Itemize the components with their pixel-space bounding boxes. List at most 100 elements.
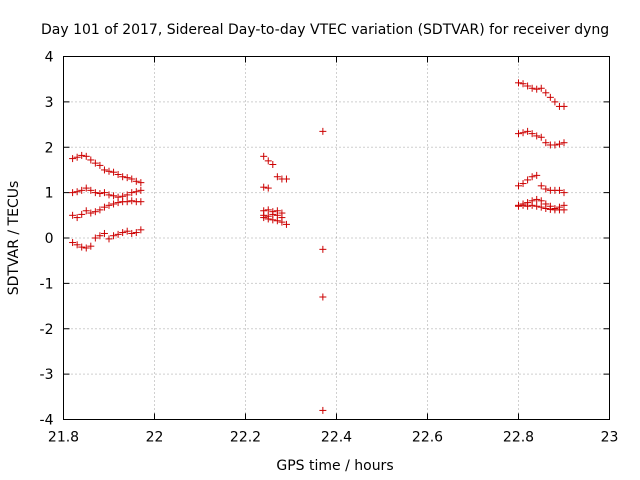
data-point bbox=[114, 170, 122, 178]
data-point bbox=[69, 211, 77, 219]
data-point bbox=[537, 197, 545, 205]
data-point bbox=[69, 189, 77, 197]
data-point bbox=[105, 191, 113, 199]
data-point bbox=[560, 102, 568, 110]
data-point bbox=[123, 227, 131, 235]
data-point bbox=[515, 202, 522, 210]
data-point bbox=[123, 191, 131, 199]
data-point bbox=[533, 85, 541, 93]
data-point bbox=[110, 200, 118, 208]
data-point bbox=[533, 132, 541, 140]
data-point bbox=[132, 229, 140, 237]
data-point bbox=[128, 175, 136, 183]
data-point bbox=[96, 206, 104, 214]
data-point bbox=[524, 82, 532, 90]
data-point bbox=[537, 203, 545, 211]
data-point bbox=[132, 188, 140, 196]
data-point bbox=[555, 140, 563, 148]
data-point bbox=[100, 203, 108, 211]
data-point bbox=[278, 218, 286, 226]
data-point bbox=[269, 160, 277, 168]
data-point bbox=[100, 229, 108, 237]
data-point bbox=[319, 293, 327, 301]
data-point bbox=[100, 189, 108, 197]
data-point bbox=[273, 217, 281, 225]
data-point bbox=[260, 152, 268, 160]
data-point bbox=[73, 214, 81, 222]
data-point bbox=[260, 183, 268, 191]
data-point bbox=[533, 171, 541, 179]
data-point bbox=[110, 232, 118, 240]
data-point bbox=[515, 130, 522, 138]
data-point bbox=[110, 168, 118, 176]
y-tick-label: 2 bbox=[45, 140, 54, 156]
data-point bbox=[91, 234, 99, 242]
data-point bbox=[82, 244, 90, 252]
plot-frame bbox=[63, 56, 610, 420]
data-point bbox=[137, 198, 145, 206]
data-point bbox=[560, 139, 568, 147]
data-point bbox=[560, 189, 568, 197]
x-tick-label: 22.4 bbox=[321, 430, 352, 446]
data-point bbox=[515, 79, 522, 87]
data-point bbox=[78, 186, 86, 194]
data-point bbox=[87, 186, 95, 194]
data-point bbox=[537, 84, 545, 92]
data-point bbox=[519, 180, 527, 188]
y-tick-label: -2 bbox=[40, 322, 54, 338]
data-point bbox=[528, 130, 536, 138]
x-tick-label: 22.8 bbox=[503, 430, 534, 446]
data-point bbox=[524, 127, 532, 135]
data-point bbox=[264, 215, 272, 223]
data-point bbox=[119, 173, 127, 181]
x-tick-label: 22.6 bbox=[412, 430, 443, 446]
x-tick-label: 22 bbox=[146, 430, 164, 446]
data-point bbox=[96, 232, 104, 240]
data-point bbox=[537, 182, 545, 190]
data-point bbox=[533, 195, 541, 203]
y-tick-label: 0 bbox=[45, 231, 54, 247]
data-point bbox=[546, 93, 554, 101]
data-point bbox=[82, 207, 90, 215]
data-point bbox=[119, 229, 127, 237]
data-point bbox=[105, 201, 113, 209]
data-point bbox=[78, 243, 86, 251]
x-axis-label: GPS time / hours bbox=[276, 458, 393, 474]
data-point bbox=[519, 80, 527, 88]
data-point bbox=[551, 98, 559, 106]
data-point bbox=[519, 201, 527, 209]
data-point bbox=[560, 206, 568, 214]
data-point bbox=[87, 156, 95, 164]
data-point bbox=[542, 185, 550, 193]
data-point bbox=[260, 214, 268, 222]
data-point bbox=[128, 189, 136, 197]
data-point bbox=[319, 406, 327, 414]
y-tick-label: -1 bbox=[40, 276, 54, 292]
data-point bbox=[137, 179, 145, 187]
data-point bbox=[128, 197, 136, 205]
data-point bbox=[82, 152, 90, 160]
data-point bbox=[528, 173, 536, 181]
y-tick-label: 4 bbox=[45, 50, 54, 66]
data-point bbox=[542, 205, 550, 213]
data-point bbox=[515, 182, 522, 190]
data-point bbox=[524, 202, 532, 210]
data-point bbox=[282, 175, 290, 183]
data-point bbox=[110, 192, 118, 200]
data-point bbox=[96, 190, 104, 198]
data-point bbox=[82, 184, 90, 192]
data-point bbox=[91, 159, 99, 167]
data-point bbox=[69, 155, 77, 163]
y-tick-label: -3 bbox=[40, 367, 54, 383]
data-point bbox=[137, 226, 145, 234]
data-point bbox=[123, 174, 131, 182]
data-point bbox=[132, 177, 140, 185]
data-point bbox=[282, 220, 290, 228]
data-point bbox=[528, 201, 536, 209]
x-tick-label: 21.8 bbox=[48, 430, 79, 446]
data-point bbox=[114, 199, 122, 207]
data-point bbox=[73, 188, 81, 196]
data-point bbox=[264, 184, 272, 192]
chart-title: Day 101 of 2017, Sidereal Day-to-day VTE… bbox=[41, 22, 609, 38]
data-point bbox=[269, 216, 277, 224]
